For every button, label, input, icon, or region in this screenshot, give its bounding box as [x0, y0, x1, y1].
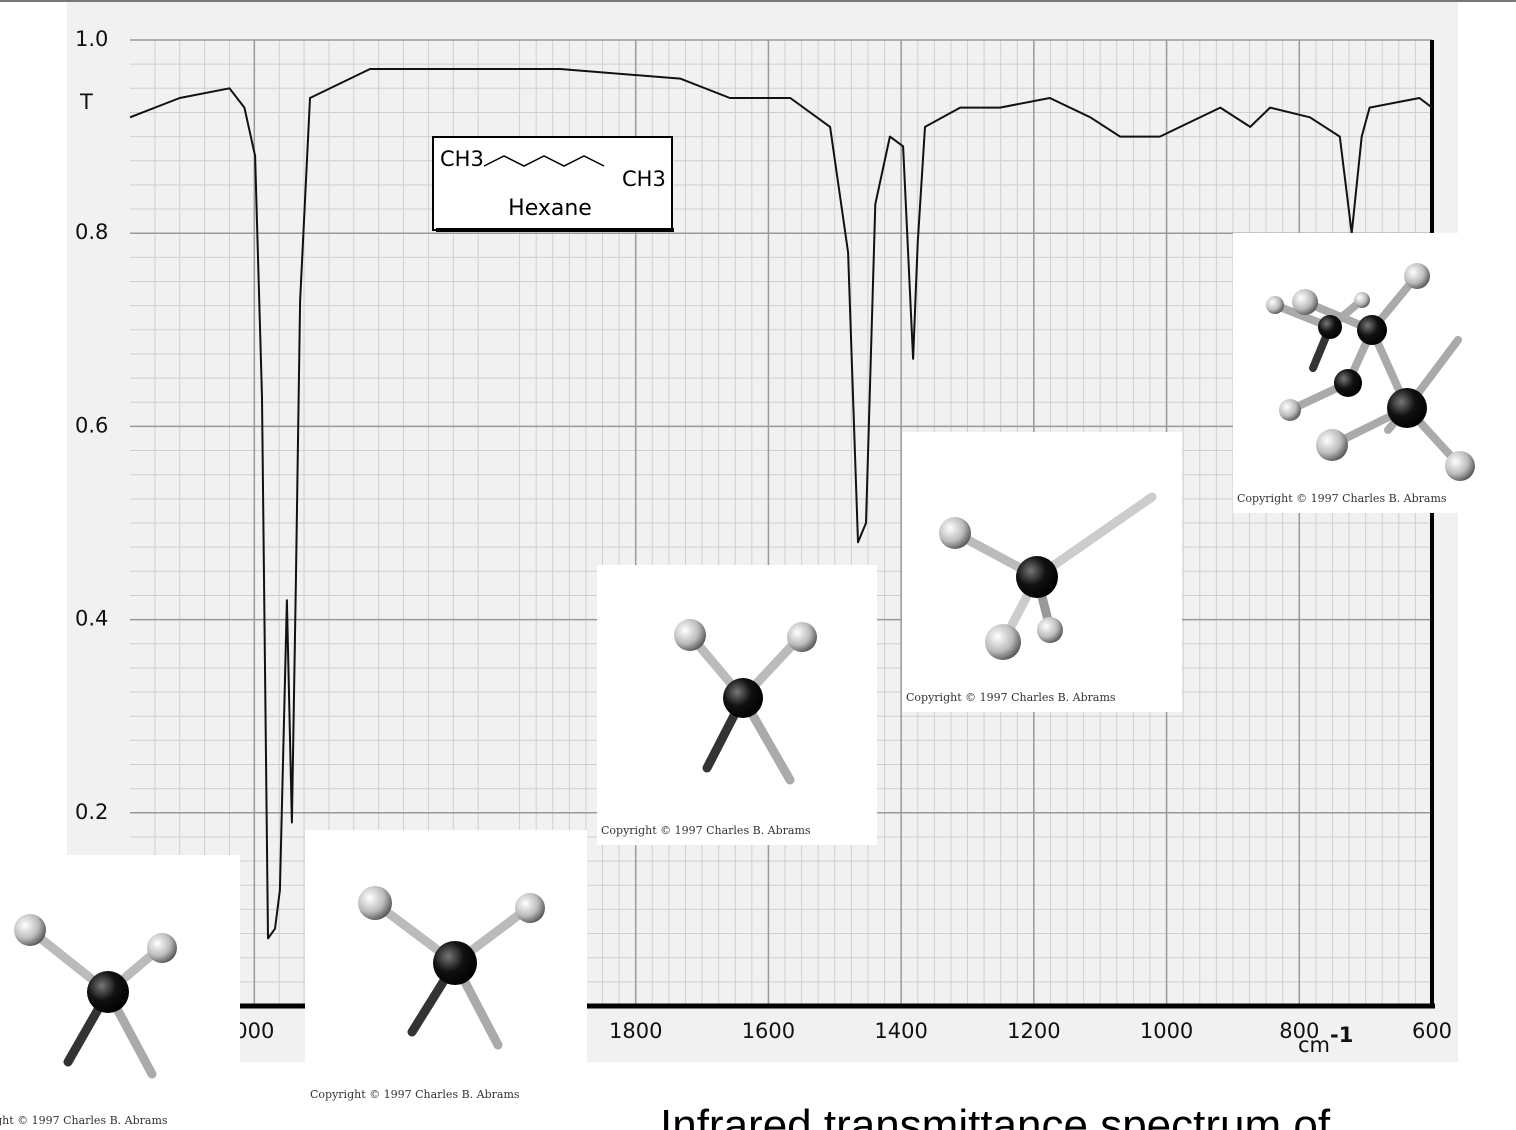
image-credit: Copyright © 1997 Charles B. Abrams — [906, 691, 1116, 704]
molecule-image — [1233, 233, 1516, 513]
x-tick-label: 000 — [234, 1019, 274, 1043]
image-credit: Copyright © 1997 Charles B. Abrams — [310, 1088, 520, 1101]
formula-left: CH3 — [440, 147, 484, 171]
y-axis-label: T — [79, 90, 93, 114]
y-tick-label: 0.2 — [75, 800, 108, 824]
molecule-image — [597, 565, 877, 845]
image-credit: Copyright © 1997 Charles B. Abrams — [0, 1114, 168, 1127]
y-tick-label: 1.0 — [75, 27, 108, 51]
molecule-image — [902, 432, 1182, 712]
x-tick-label: 800 — [1279, 1019, 1319, 1043]
x-tick-label: 600 — [1412, 1019, 1452, 1043]
molecule-name: Hexane — [508, 196, 592, 221]
image-credit: Copyright © 1997 Charles B. Abrams — [1237, 492, 1447, 505]
y-tick-label: 0.4 — [75, 607, 108, 631]
x-tick-label: 1200 — [1007, 1019, 1060, 1043]
image-credit: Copyright © 1997 Charles B. Abrams — [601, 824, 811, 837]
molecule-image — [0, 855, 240, 1100]
x-tick-label: 1600 — [742, 1019, 795, 1043]
formula-right: CH3 — [622, 167, 666, 191]
structure-box: CH3 CH3 Hexane — [432, 136, 674, 232]
x-tick-label: 1400 — [874, 1019, 927, 1043]
spectrum-line — [129, 68, 1433, 940]
x-axis-label: cm-1 — [1298, 1023, 1353, 1057]
y-tick-label: 0.6 — [75, 413, 108, 437]
x-tick-label: 1000 — [1140, 1019, 1193, 1043]
x-tick-label: 1800 — [609, 1019, 662, 1043]
x-axis-unit: cm — [1298, 1033, 1330, 1057]
y-tick-label: 0.8 — [75, 220, 108, 244]
chart-title: Infrared transmittance spectrum of — [660, 1101, 1331, 1130]
x-axis-superscript: -1 — [1330, 1023, 1353, 1047]
molecule-image — [305, 830, 587, 1062]
